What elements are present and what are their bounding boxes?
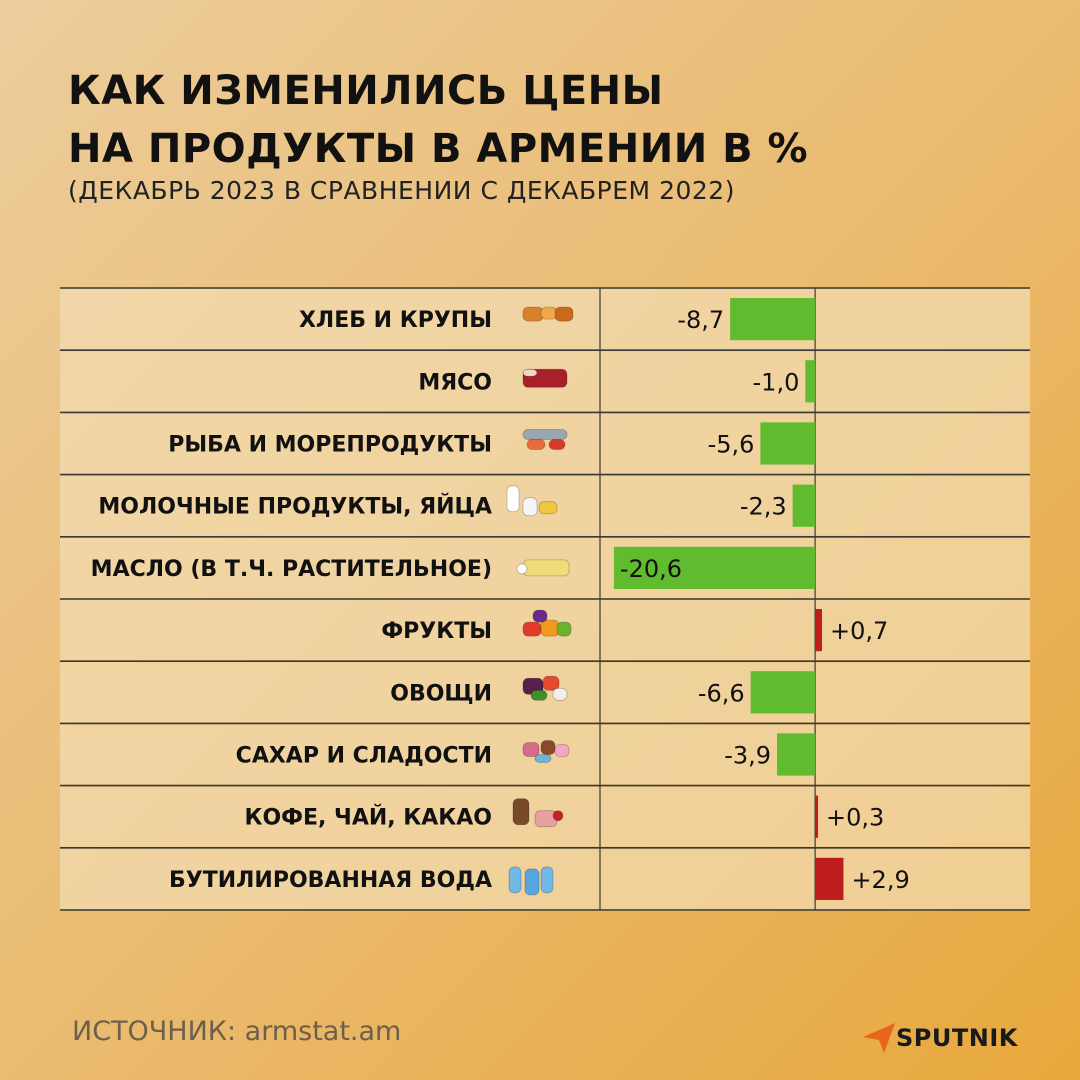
butter-icon-part xyxy=(516,563,528,575)
category-label: РЫБА И МОРЕПРОДУКТЫ xyxy=(168,433,492,458)
value-label: +2,9 xyxy=(851,866,909,894)
vegetables-icon xyxy=(522,675,568,701)
bar xyxy=(760,422,816,465)
value-label: -8,7 xyxy=(677,306,724,334)
category-label: МЯСО xyxy=(418,370,492,395)
chart-subtitle: (ДЕКАБРЬ 2023 В СРАВНЕНИИ С ДЕКАБРЕМ 202… xyxy=(68,176,735,205)
bar xyxy=(805,360,816,403)
sputnik-logo-text: SPUTNIK xyxy=(896,1024,1018,1052)
bread-icon xyxy=(522,306,574,322)
water-icon-part xyxy=(524,868,540,896)
chart-title-line-1: КАК ИЗМЕНИЛИСЬ ЦЕНЫ xyxy=(68,68,664,114)
category-label: ОВОЩИ xyxy=(390,681,492,706)
category-label: ФРУКТЫ xyxy=(381,619,492,644)
value-label: -5,6 xyxy=(708,431,755,459)
vegetables-icon-part xyxy=(530,689,548,701)
sweets-icon xyxy=(522,740,570,763)
water-icon-part xyxy=(540,866,554,894)
sweets-icon-part xyxy=(534,754,552,763)
bar xyxy=(815,857,844,900)
dairy-icon-part xyxy=(506,485,520,513)
value-label: -20,6 xyxy=(620,555,682,583)
value-label: -6,6 xyxy=(698,679,745,707)
sputnik-logo-icon xyxy=(863,1023,895,1053)
value-label: +0,3 xyxy=(826,804,884,832)
vegetables-icon-part xyxy=(542,675,560,691)
category-label: КОФЕ, ЧАЙ, КАКАО xyxy=(245,805,493,831)
fish-icon-part xyxy=(526,439,546,450)
fruits-icon xyxy=(522,609,572,637)
dairy-icon xyxy=(506,485,558,517)
category-label: САХАР И СЛАДОСТИ xyxy=(236,744,492,769)
row-background xyxy=(60,413,1030,474)
bar xyxy=(613,546,816,589)
water-icon xyxy=(508,866,554,896)
chart-title-line-2: НА ПРОДУКТЫ В АРМЕНИИ В % xyxy=(68,126,809,172)
meat-icon xyxy=(522,368,568,388)
coffee-icon-part xyxy=(552,810,564,822)
value-label: -1,0 xyxy=(753,368,800,396)
bread-icon-part xyxy=(522,306,544,322)
fruits-icon-part xyxy=(522,621,542,637)
bar xyxy=(750,671,816,714)
bread-icon-part xyxy=(554,306,574,322)
fruits-icon-part xyxy=(540,619,560,637)
vegetables-icon-part xyxy=(552,687,568,701)
category-label: МАСЛО (В Т.Ч. РАСТИТЕЛЬНОЕ) xyxy=(91,557,492,582)
dairy-icon-part xyxy=(522,497,538,517)
sputnik-logo: SPUTNIK xyxy=(862,1020,1032,1060)
value-label: +0,7 xyxy=(830,617,888,645)
bar xyxy=(792,484,816,527)
category-label: МОЛОЧНЫЕ ПРОДУКТЫ, ЯЙЦА xyxy=(98,494,492,520)
fish-icon-part xyxy=(548,439,566,450)
row-background xyxy=(60,289,1030,350)
bar xyxy=(815,795,819,838)
fruits-icon-part xyxy=(532,609,548,623)
sweets-icon-part xyxy=(554,744,570,757)
bar xyxy=(815,609,822,652)
butter-icon xyxy=(516,559,570,577)
fruits-icon-part xyxy=(556,621,572,637)
coffee-icon-part xyxy=(512,798,530,826)
coffee-icon xyxy=(512,798,564,828)
category-label: БУТИЛИРОВАННАЯ ВОДА xyxy=(169,868,492,893)
bar xyxy=(730,298,816,341)
value-label: -3,9 xyxy=(724,742,771,770)
meat-icon-part xyxy=(522,368,538,377)
value-label: -2,3 xyxy=(740,493,787,521)
water-icon-part xyxy=(508,866,522,894)
fish-icon-part xyxy=(522,429,568,440)
butter-icon-part xyxy=(522,559,570,577)
bar xyxy=(777,733,816,776)
sweets-icon-part xyxy=(540,740,556,755)
category-label: ХЛЕБ И КРУПЫ xyxy=(299,308,492,333)
source-note: ИСТОЧНИК: armstat.am xyxy=(72,1016,402,1047)
fish-icon xyxy=(522,429,568,450)
chart-title: КАК ИЗМЕНИЛИСЬ ЦЕНЫ НА ПРОДУКТЫ В АРМЕНИ… xyxy=(68,62,808,178)
dairy-icon-part xyxy=(538,501,558,515)
sweets-icon-part xyxy=(522,742,540,757)
